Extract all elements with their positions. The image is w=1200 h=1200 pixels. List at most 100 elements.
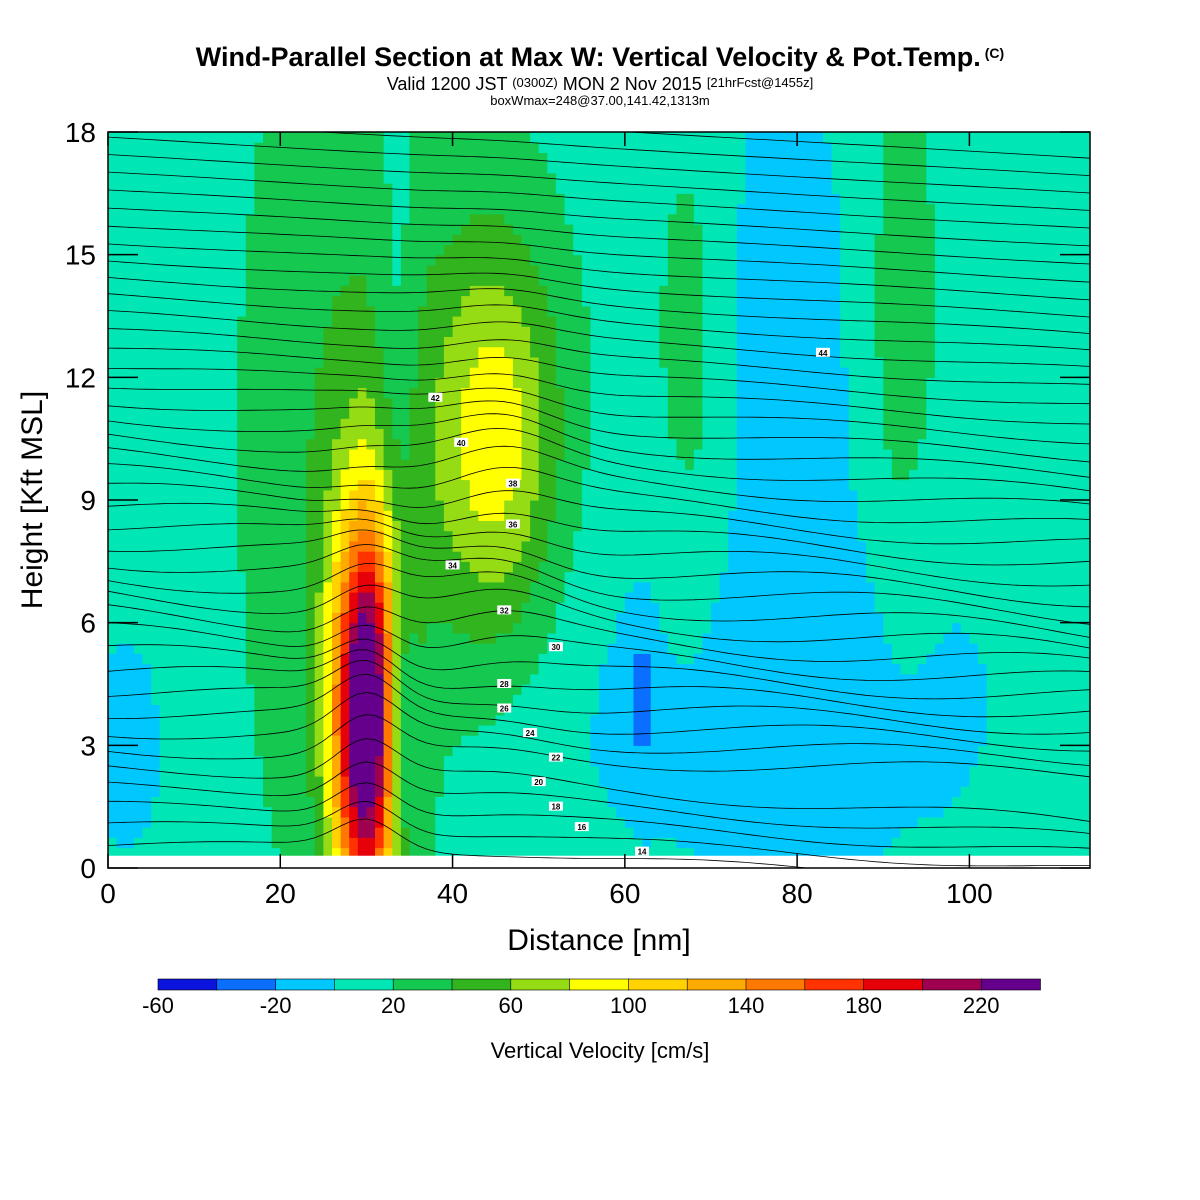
velocity-cell bbox=[521, 448, 540, 460]
velocity-cell bbox=[840, 203, 884, 215]
velocity-cell bbox=[736, 459, 850, 470]
velocity-cell bbox=[392, 673, 402, 685]
velocity-cell bbox=[409, 193, 566, 205]
velocity-cell bbox=[392, 806, 402, 818]
velocity-cell bbox=[332, 592, 342, 603]
velocity-cell bbox=[573, 224, 669, 235]
velocity-cell bbox=[840, 305, 876, 317]
velocity-cell bbox=[521, 459, 540, 470]
velocity-cell bbox=[340, 755, 350, 767]
velocity-cell bbox=[659, 295, 703, 307]
contour-label: 32 bbox=[500, 606, 509, 615]
velocity-cell bbox=[108, 428, 238, 440]
velocity-cell bbox=[590, 428, 669, 440]
velocity-cell bbox=[108, 806, 152, 818]
velocity-cell bbox=[245, 653, 307, 665]
velocity-cell bbox=[323, 704, 333, 716]
velocity-cell bbox=[151, 663, 247, 675]
velocity-cell bbox=[108, 530, 238, 542]
velocity-cell bbox=[736, 469, 850, 481]
velocity-cell bbox=[400, 786, 445, 797]
velocity-cell bbox=[108, 408, 238, 419]
velocity-cell bbox=[857, 489, 1090, 501]
velocity-cell bbox=[883, 847, 1090, 859]
velocity-cell bbox=[392, 183, 411, 194]
velocity-cell bbox=[237, 418, 316, 429]
velocity-cell bbox=[667, 275, 703, 286]
velocity-cell bbox=[883, 408, 927, 419]
velocity-cell bbox=[400, 254, 436, 266]
velocity-cell bbox=[736, 346, 841, 358]
velocity-cell bbox=[245, 244, 393, 256]
velocity-cell bbox=[702, 397, 738, 409]
velocity-cell bbox=[736, 408, 850, 419]
velocity-cell bbox=[254, 193, 393, 205]
velocity-cell bbox=[426, 632, 471, 644]
velocity-cell bbox=[400, 530, 454, 542]
velocity-cell bbox=[616, 806, 945, 818]
velocity-cell bbox=[366, 806, 376, 818]
velocity-cell bbox=[349, 796, 359, 808]
velocity-cell bbox=[323, 622, 333, 634]
velocity-cell bbox=[375, 776, 385, 787]
velocity-cell bbox=[340, 428, 385, 440]
velocity-cell bbox=[392, 724, 402, 736]
velocity-cell bbox=[340, 581, 350, 593]
velocity-cell bbox=[306, 704, 316, 716]
velocity-cell bbox=[650, 735, 988, 746]
velocity-cell bbox=[392, 704, 402, 716]
velocity-cell bbox=[590, 724, 635, 736]
theta-contour-line bbox=[108, 738, 1090, 822]
theta-contour-line bbox=[108, 413, 1090, 478]
velocity-cell bbox=[340, 663, 350, 675]
velocity-cell bbox=[435, 847, 695, 859]
velocity-cell bbox=[340, 418, 376, 429]
contour-label-bg bbox=[574, 822, 589, 832]
velocity-cell bbox=[702, 387, 738, 399]
velocity-cell bbox=[340, 827, 350, 838]
velocity-cell bbox=[883, 632, 945, 644]
colorbar-tick-label: 220 bbox=[963, 993, 1000, 1018]
velocity-cell bbox=[831, 152, 884, 164]
velocity-cell bbox=[375, 581, 385, 593]
velocity-cell bbox=[667, 254, 703, 266]
velocity-cell bbox=[314, 806, 324, 818]
velocity-cell bbox=[848, 479, 1090, 491]
velocity-cell bbox=[349, 459, 376, 470]
velocity-cell bbox=[452, 622, 514, 634]
velocity-cell bbox=[314, 602, 324, 613]
velocity-cell bbox=[245, 663, 307, 675]
velocity-cell bbox=[108, 275, 247, 286]
velocity-cell bbox=[306, 561, 324, 573]
velocity-cell bbox=[108, 213, 247, 225]
velocity-cell bbox=[306, 724, 316, 736]
velocity-cell bbox=[986, 673, 1090, 685]
velocity-cell bbox=[538, 408, 566, 419]
theta-contour-line bbox=[108, 673, 1090, 752]
velocity-cell bbox=[314, 796, 324, 808]
velocity-cell bbox=[392, 735, 402, 746]
velocity-cell bbox=[435, 489, 471, 501]
velocity-cell bbox=[383, 704, 393, 716]
velocity-cell bbox=[590, 316, 660, 327]
velocity-cell bbox=[650, 684, 988, 695]
velocity-cell bbox=[978, 643, 1090, 654]
velocity-cell bbox=[573, 530, 729, 542]
velocity-cell bbox=[943, 632, 970, 644]
y-tick-label: 3 bbox=[80, 730, 96, 761]
velocity-cell bbox=[538, 448, 566, 460]
velocity-cell bbox=[667, 234, 703, 245]
velocity-cell bbox=[108, 765, 161, 777]
velocity-cell bbox=[469, 285, 505, 297]
velocity-cell bbox=[340, 796, 350, 808]
contour-labels: 14 16 18 20 22 24 26 28 30 32 34 36 38 40 42 44 bbox=[428, 347, 830, 857]
velocity-cell bbox=[323, 714, 333, 726]
velocity-cell bbox=[857, 520, 1090, 532]
velocity-cell bbox=[443, 510, 479, 521]
velocity-cell bbox=[357, 847, 376, 859]
chart-title: Wind-Parallel Section at Max W: Vertical… bbox=[0, 42, 1200, 73]
velocity-cell bbox=[400, 520, 445, 532]
velocity-cell bbox=[667, 387, 703, 399]
velocity-cell bbox=[306, 786, 324, 797]
velocity-cell bbox=[375, 571, 385, 583]
